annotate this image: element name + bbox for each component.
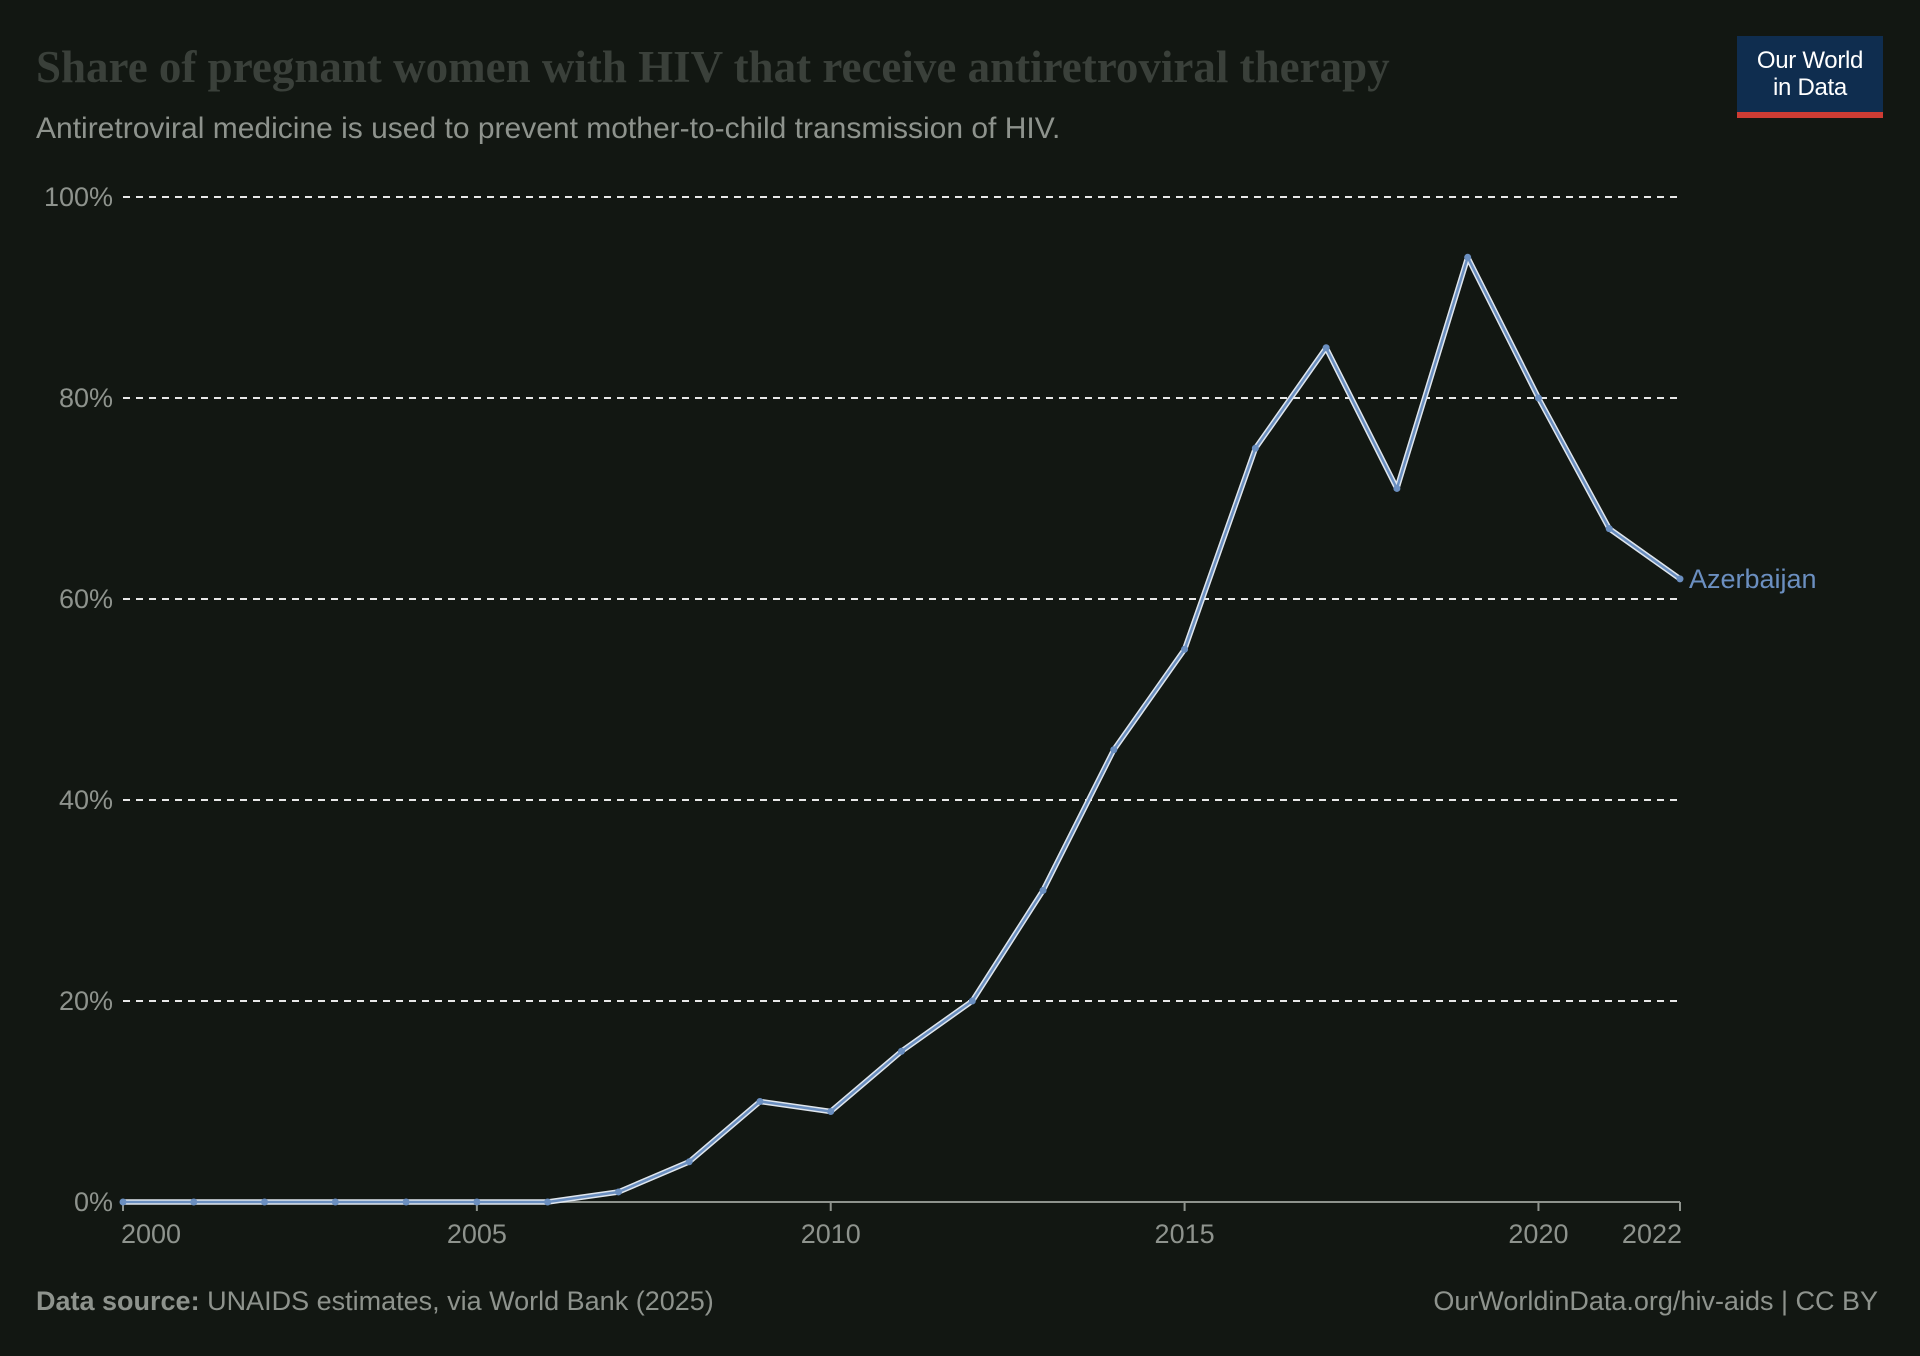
data-point[interactable]: [1322, 344, 1330, 352]
data-point[interactable]: [1534, 394, 1542, 402]
logo-accent-bar: [1737, 112, 1883, 118]
data-point[interactable]: [756, 1098, 764, 1105]
logo-line-2: in Data: [1773, 74, 1847, 101]
data-point[interactable]: [1676, 575, 1684, 583]
credit-link[interactable]: OurWorldinData.org/hiv-aids | CC BY: [1433, 1286, 1878, 1316]
y-tick-label-40: 40%: [59, 785, 113, 815]
data-point[interactable]: [1110, 746, 1118, 754]
data-point[interactable]: [544, 1198, 552, 1206]
y-tick-label-80: 80%: [59, 383, 113, 413]
data-point[interactable]: [968, 997, 976, 1005]
y-tick-label-0: 0%: [74, 1187, 113, 1217]
data-point[interactable]: [827, 1108, 835, 1116]
x-tick-label-2010: 2010: [801, 1219, 861, 1249]
data-source-text: UNAIDS estimates, via World Bank (2025): [199, 1286, 714, 1316]
series-label-azerbaijan[interactable]: Azerbaijan: [1689, 564, 1817, 594]
data-point[interactable]: [685, 1158, 693, 1166]
x-tick-label-2015: 2015: [1155, 1219, 1215, 1249]
y-tick-label-20: 20%: [59, 986, 113, 1016]
x-tick-label-2020: 2020: [1508, 1219, 1568, 1249]
series-layer: [119, 253, 1684, 1206]
label-layer: 0% 20% 40% 60% 80% 100% 2000 2005 2010 2015 2020 20…: [44, 182, 1817, 1249]
data-point[interactable]: [1039, 886, 1047, 894]
series-line-halo: [120, 254, 1683, 1205]
logo-line-1: Our World: [1756, 47, 1864, 74]
data-source-label: Data source:: [36, 1286, 200, 1316]
y-tick-label-60: 60%: [59, 584, 113, 614]
data-source: Data source: UNAIDS estimates, via World…: [36, 1284, 714, 1318]
x-tick-label-2000: 2000: [121, 1219, 181, 1249]
data-point[interactable]: [1251, 444, 1259, 452]
data-point[interactable]: [331, 1198, 339, 1206]
data-point[interactable]: [119, 1198, 127, 1206]
data-point[interactable]: [898, 1047, 905, 1055]
data-point[interactable]: [1464, 253, 1472, 261]
data-point[interactable]: [1605, 525, 1613, 533]
data-point[interactable]: [473, 1198, 481, 1206]
data-point[interactable]: [261, 1198, 269, 1206]
chart-title: Share of pregnant women with HIV that re…: [36, 42, 1390, 92]
x-tick-label-2022: 2022: [1622, 1219, 1682, 1249]
data-point[interactable]: [614, 1188, 622, 1196]
owid-logo[interactable]: Our World in Data: [1737, 36, 1883, 118]
data-point[interactable]: [1393, 484, 1401, 492]
data-point[interactable]: [402, 1198, 410, 1206]
data-point[interactable]: [1181, 645, 1189, 653]
series-line-azerbaijan[interactable]: [121, 256, 1682, 1204]
x-tick-label-2005: 2005: [447, 1219, 507, 1249]
data-point[interactable]: [190, 1198, 198, 1206]
chart-subtitle: Antiretroviral medicine is used to preve…: [36, 112, 1061, 145]
y-tick-label-100: 100%: [44, 182, 113, 212]
